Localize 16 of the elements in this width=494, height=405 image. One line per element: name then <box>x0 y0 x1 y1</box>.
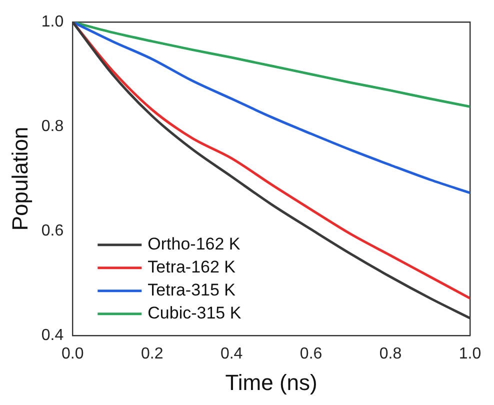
x-tick-label: 0.2 <box>140 345 164 362</box>
y-tick-label: 0.4 <box>41 326 64 344</box>
legend-label: Tetra-162 K <box>148 258 236 277</box>
x-tick-label: 0.4 <box>220 345 243 362</box>
legend-label: Ortho-162 K <box>148 234 241 254</box>
legend-label: Cubic-315 K <box>148 304 242 323</box>
y-tick-label: 0.6 <box>41 222 64 240</box>
x-tick-label: 1.0 <box>458 345 482 362</box>
legend-label: Tetra-315 K <box>148 280 236 300</box>
x-tick-label: 0.8 <box>379 345 402 362</box>
y-tick-label: 1.0 <box>41 13 64 30</box>
y-axis-title: Population <box>7 126 32 231</box>
x-tick-label: 0.0 <box>62 345 84 362</box>
y-tick-label: 0.8 <box>41 118 64 135</box>
x-tick-label: 0.6 <box>300 345 322 362</box>
x-axis-title: Time (ns) <box>225 370 318 395</box>
